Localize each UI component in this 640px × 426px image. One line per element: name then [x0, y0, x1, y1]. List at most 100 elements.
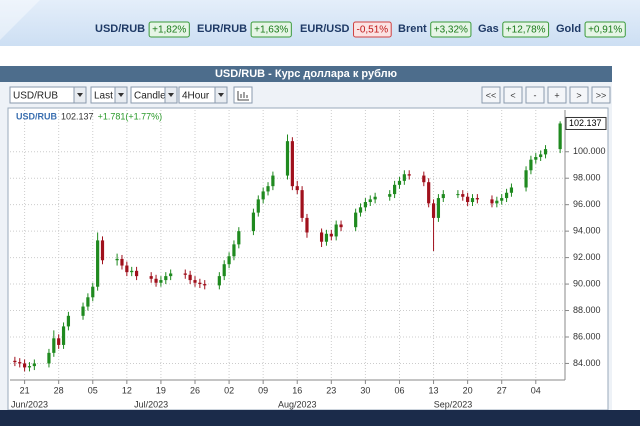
candle-body — [115, 258, 119, 261]
nav-button[interactable] — [591, 86, 611, 104]
month-label: Jul/2023 — [134, 399, 168, 409]
candle-body — [422, 175, 426, 183]
decor — [0, 0, 40, 40]
candle-body — [198, 282, 202, 285]
candle-body — [266, 186, 270, 192]
y-tick-label: 84.000 — [573, 358, 601, 368]
candle-body — [154, 278, 158, 283]
candle-body — [402, 174, 406, 181]
candle-body — [217, 276, 221, 286]
x-tick-label: 09 — [258, 385, 268, 395]
candle-body — [524, 170, 528, 188]
candle-body — [125, 265, 129, 273]
x-tick-label: 12 — [122, 385, 132, 395]
candle-body — [169, 273, 173, 277]
ticker-change-box — [250, 21, 292, 38]
candle-body — [52, 338, 56, 353]
candle-body — [504, 192, 509, 199]
ticker-change: +12,78% — [506, 25, 546, 36]
candle-body — [495, 200, 499, 204]
candle-body — [57, 338, 61, 345]
x-tick-label: 20 — [463, 385, 473, 395]
ticker-change: +1,63% — [254, 25, 288, 36]
ticker-name[interactable]: USD/RUB — [95, 23, 145, 35]
candle-body — [86, 297, 90, 307]
y-tick-label: 100.000 — [573, 146, 606, 156]
candle-body — [285, 141, 290, 176]
nav-button[interactable] — [569, 86, 589, 104]
arrow-icon — [218, 93, 224, 97]
candle-body — [305, 217, 309, 233]
ticker-change-box — [502, 21, 550, 38]
x-tick-label: 13 — [429, 385, 439, 395]
candle-body — [23, 363, 27, 368]
candle-body — [334, 224, 338, 237]
ticker-change-box — [353, 21, 392, 38]
candle-body — [193, 280, 197, 283]
nav-label: < — [510, 90, 515, 100]
candle-body — [130, 270, 134, 273]
candle-body — [329, 233, 333, 237]
candle-body — [373, 196, 377, 200]
nav-label: >> — [596, 90, 607, 100]
price-tag-label: 102.137 — [569, 118, 602, 128]
candle-body — [427, 182, 431, 204]
candle-body — [407, 174, 411, 176]
ticker-name[interactable]: Brent — [398, 23, 427, 35]
nav-button[interactable] — [547, 86, 567, 104]
nav-label: > — [576, 90, 581, 100]
candle-body — [539, 154, 543, 158]
x-tick-label: 06 — [394, 385, 404, 395]
candle-body — [256, 199, 260, 213]
candle-body — [232, 244, 236, 257]
ticker-name[interactable]: Gas — [478, 23, 499, 35]
ticker-change-box — [148, 21, 190, 38]
candle-body — [18, 362, 22, 364]
x-tick-label: 30 — [360, 385, 370, 395]
price-tag — [565, 116, 607, 130]
candle-body — [203, 284, 207, 286]
candle-body — [81, 306, 85, 316]
last-value: 102.137 — [61, 111, 94, 121]
chart-type-button[interactable] — [233, 86, 253, 104]
candle-body — [358, 207, 363, 213]
candle-body — [388, 194, 392, 197]
x-tick-label: 26 — [190, 385, 200, 395]
candle-body — [47, 352, 51, 364]
y-tick-label: 98.000 — [573, 173, 601, 183]
select-label: USD/RUB — [13, 91, 58, 102]
candle-body — [251, 212, 256, 232]
candle-body — [354, 212, 358, 228]
nav-button[interactable] — [481, 86, 501, 104]
candle-body — [461, 194, 465, 197]
ticker-change: +1,82% — [152, 25, 186, 36]
candle-body — [470, 198, 475, 203]
candle-body — [27, 366, 32, 368]
y-tick-label: 96.000 — [573, 199, 601, 209]
candle-body — [120, 258, 124, 266]
footer-strip — [0, 410, 640, 426]
y-tick-label: 88.000 — [573, 305, 601, 315]
nav-label: - — [534, 90, 537, 100]
candle-body — [490, 199, 494, 204]
arrow-icon — [77, 93, 83, 97]
select-label: Last — [94, 91, 113, 102]
month-label: Aug/2023 — [278, 399, 317, 409]
candle-body — [529, 159, 533, 171]
candle-body — [91, 286, 95, 298]
candle-body — [456, 194, 460, 196]
ticker-name[interactable]: EUR/RUB — [197, 23, 247, 35]
nav-button[interactable] — [525, 86, 545, 104]
candle-body — [237, 231, 241, 245]
ticker-name[interactable]: EUR/USD — [300, 23, 350, 35]
candle-body — [13, 360, 17, 363]
ticker-name[interactable]: Gold — [556, 23, 581, 35]
x-tick-label: 21 — [20, 385, 30, 395]
candle-body — [475, 198, 479, 200]
nav-button[interactable] — [503, 86, 523, 104]
x-tick-label: 27 — [497, 385, 507, 395]
candle-body — [543, 149, 548, 155]
ticker-change-box — [584, 21, 626, 38]
candle-body — [96, 240, 100, 287]
